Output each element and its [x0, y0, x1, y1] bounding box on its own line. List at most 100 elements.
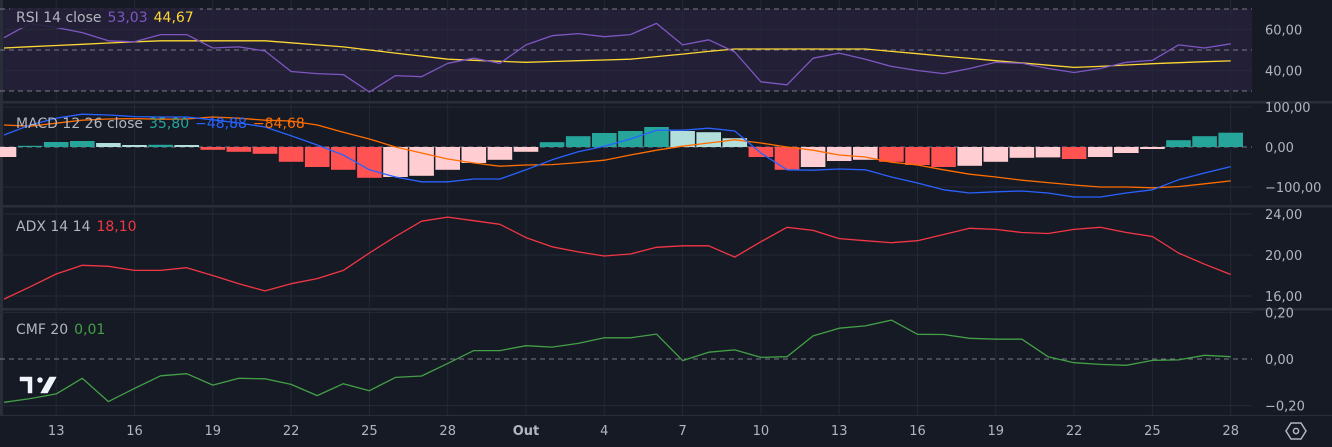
- price-axis-label: 100,00: [1265, 101, 1311, 116]
- macd-histogram-bar: [226, 147, 252, 152]
- time-axis-label: 16: [909, 424, 926, 439]
- macd-signal-line: [3, 116, 1231, 189]
- macd-histogram-bar: [1035, 147, 1061, 158]
- macd-histogram-bar: [122, 145, 147, 147]
- time-axis-label: 28: [439, 424, 456, 439]
- price-axis-label: 60,00: [1265, 24, 1302, 39]
- macd-histogram-bar: [853, 147, 878, 160]
- rsi-legend-title: RSI 14 close: [16, 10, 102, 26]
- time-axis-bg: [0, 415, 1332, 447]
- price-axis-label: 0,00: [1265, 353, 1294, 368]
- pane-separator[interactable]: [0, 205, 1332, 208]
- macd-hist-value: 35,80: [149, 116, 190, 132]
- rsi-legend-value: 53,03: [107, 10, 148, 26]
- rsi-legend[interactable]: RSI 14 close 53,03 44,67: [10, 8, 200, 28]
- macd-histogram-bar: [1140, 147, 1165, 149]
- macd-histogram-bar: [409, 147, 434, 176]
- macd-line: [3, 113, 1231, 198]
- macd-histogram-bar: [748, 147, 774, 157]
- time-axis-label: Out: [513, 424, 540, 439]
- price-axis-label: 40,00: [1265, 65, 1302, 80]
- price-axis-label: −0,20: [1265, 400, 1305, 415]
- macd-histogram-bar: [1087, 147, 1113, 157]
- time-axis-label: 16: [126, 424, 143, 439]
- macd-histogram-bar: [357, 147, 382, 178]
- macd-histogram-bar: [174, 145, 199, 147]
- macd-histogram-bar: [800, 147, 826, 167]
- time-axis-label: 4: [600, 424, 608, 439]
- cmf-legend-title: CMF 20: [16, 322, 69, 338]
- macd-histogram-bar: [331, 147, 356, 170]
- macd-histogram-bar: [43, 142, 69, 147]
- macd-histogram-bar: [461, 147, 487, 163]
- time-axis-label: 28: [1222, 424, 1239, 439]
- price-axis-label: −100,00: [1265, 181, 1321, 196]
- macd-pane[interactable]: [0, 113, 1243, 198]
- time-axis-label: 10: [753, 424, 770, 439]
- macd-histogram-bar: [278, 147, 304, 162]
- adx-pane[interactable]: [3, 216, 1231, 300]
- left-edge: [0, 0, 3, 415]
- cmf-legend-value: 0,01: [74, 322, 106, 338]
- time-axis-label: 13: [48, 424, 65, 439]
- time-axis-label: 22: [283, 424, 300, 439]
- macd-histogram-bar: [879, 147, 904, 162]
- rsi-ma-line: [3, 40, 1231, 69]
- macd-histogram-bar: [931, 147, 956, 167]
- macd-histogram-bar: [1114, 147, 1139, 153]
- macd-histogram-bar: [774, 147, 800, 170]
- rsi-ma-legend-value: 44,67: [153, 10, 194, 26]
- settings-icon[interactable]: [1285, 420, 1307, 442]
- cmf-pane[interactable]: [3, 319, 1231, 403]
- macd-histogram-bar: [96, 143, 121, 147]
- price-axis-label: 24,00: [1265, 208, 1302, 223]
- macd-histogram-bar: [1192, 136, 1217, 147]
- macd-histogram-bar: [670, 131, 695, 147]
- macd-histogram-bar: [487, 147, 513, 160]
- pane-separator[interactable]: [0, 308, 1332, 311]
- adx-line: [3, 216, 1231, 300]
- price-axis-label: 16,00: [1265, 290, 1302, 305]
- macd-histogram-bar: [252, 147, 278, 154]
- macd-histogram-bar: [696, 132, 721, 147]
- macd-histogram-bar: [1166, 140, 1191, 147]
- time-axis-label: 19: [988, 424, 1005, 439]
- time-axis-label: 25: [1144, 424, 1161, 439]
- macd-histogram-bar: [826, 147, 852, 161]
- macd-histogram-bar: [1218, 132, 1243, 147]
- adx-legend-value: 18,10: [96, 219, 137, 235]
- macd-histogram-bar: [70, 141, 95, 147]
- macd-histogram-bar: [17, 145, 43, 147]
- price-axis-label: 20,00: [1265, 249, 1302, 264]
- price-axis-label: 0,20: [1265, 306, 1294, 321]
- macd-signal-value: −84,68: [252, 116, 305, 132]
- macd-histogram-bar: [957, 147, 982, 166]
- time-axis-label: 25: [361, 424, 378, 439]
- pane-separator[interactable]: [0, 101, 1332, 104]
- macd-histogram-bar: [0, 147, 17, 157]
- adx-legend[interactable]: ADX 14 14 18,10: [10, 217, 143, 237]
- cmf-legend[interactable]: CMF 20 0,01: [10, 320, 111, 340]
- price-axes[interactable]: 60,00 40,00 100,00 0,00 −100,00 24,00 20,00 16,…: [1265, 24, 1321, 415]
- macd-histogram-bar: [200, 147, 226, 150]
- time-axis[interactable]: 13 16 19 22 25 28 Out 4 7 10 13 16 19 22 25 28: [0, 415, 1332, 447]
- cmf-line: [3, 319, 1231, 403]
- price-axis-label: 0,00: [1265, 141, 1294, 156]
- macd-legend[interactable]: MACD 12 26 close 35,80 −48,88 −84,68: [10, 114, 311, 134]
- macd-value: −48,88: [195, 116, 247, 132]
- time-axis-label: 22: [1066, 424, 1083, 439]
- macd-histogram-bar: [539, 142, 565, 147]
- adx-legend-title: ADX 14 14: [16, 219, 91, 235]
- macd-histogram-bar: [565, 136, 591, 147]
- macd-histogram-bar: [383, 147, 408, 177]
- rsi-pane[interactable]: [3, 22, 1231, 93]
- time-axis-label: 7: [678, 424, 686, 439]
- macd-histogram-bar: [1061, 147, 1087, 159]
- macd-histogram-bar: [905, 147, 930, 165]
- macd-legend-title: MACD 12 26 close: [16, 116, 144, 132]
- macd-histogram-bar: [1009, 147, 1035, 158]
- macd-histogram-bar: [983, 147, 1009, 162]
- tradingview-logo[interactable]: [18, 375, 60, 397]
